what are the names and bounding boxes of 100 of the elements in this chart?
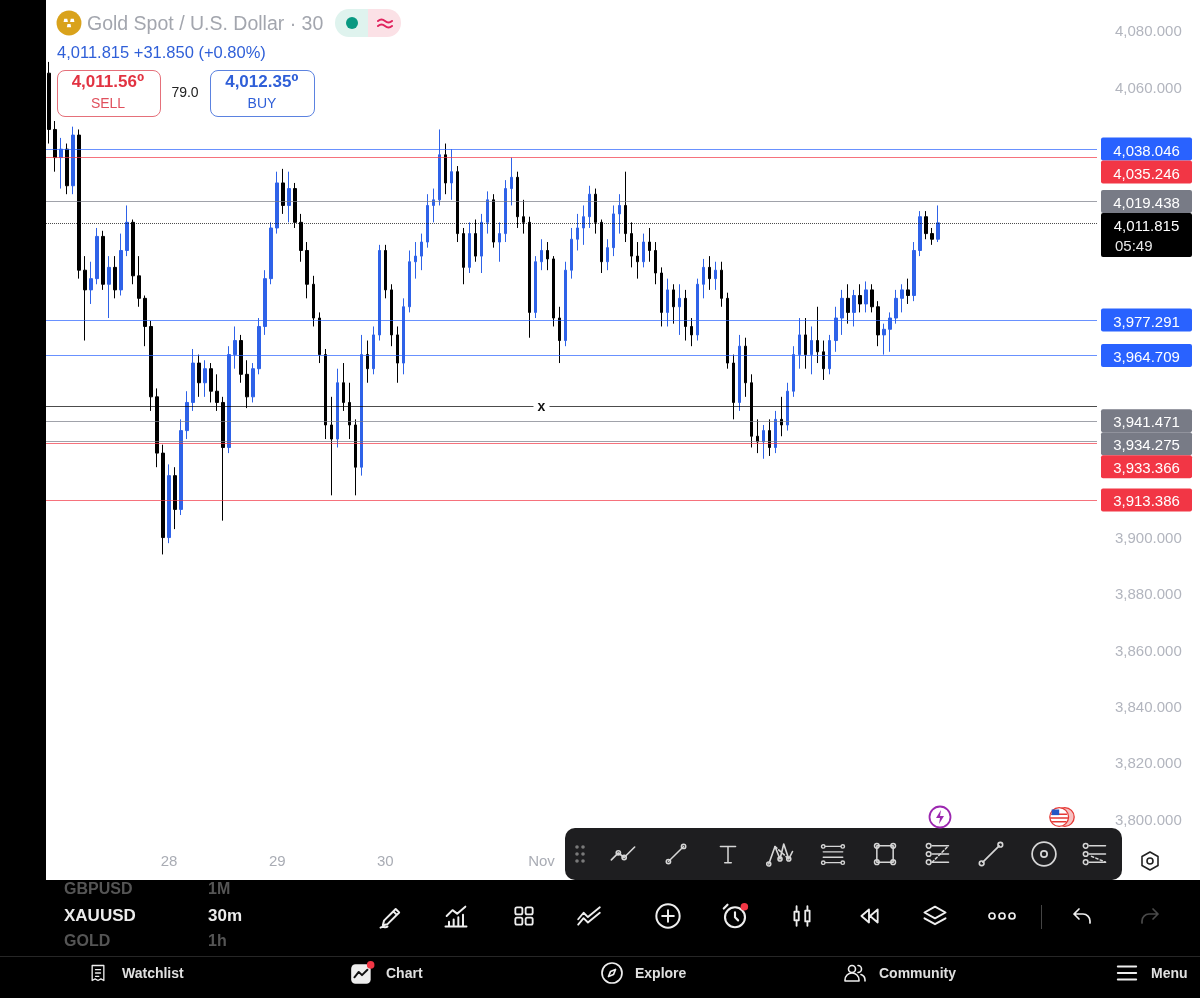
x-tick-label: 29 [268, 852, 286, 869]
y-tick-label: 3,900.000 [1115, 529, 1182, 547]
candlestick [798, 317, 801, 370]
candlestick [408, 249, 411, 313]
candlestick [858, 283, 862, 313]
candlestick [281, 168, 285, 215]
text: Chart [386, 964, 423, 982]
candlestick [588, 185, 591, 229]
candlestick [336, 368, 339, 448]
ref-line-label: 4,011.815 [1113, 216, 1180, 234]
annotation: SELL [90, 94, 126, 112]
candlestick [882, 323, 886, 356]
candlestick [480, 213, 483, 274]
candlestick [768, 418, 771, 457]
candlestick [462, 227, 465, 285]
ref-line-label: 3,964.709 [1113, 347, 1180, 365]
candlestick [65, 143, 69, 195]
candlestick [786, 382, 789, 432]
text: Community [879, 964, 956, 982]
candlestick [318, 311, 321, 364]
candlestick [53, 120, 57, 173]
y-tick-label: 3,840.000 [1115, 697, 1182, 715]
candlestick [606, 238, 609, 271]
candlestick [762, 424, 765, 460]
annotation: 4,011.56⁰ [71, 71, 145, 93]
y-tick-label: 3,800.000 [1115, 810, 1182, 828]
candlestick [95, 227, 99, 285]
y-tick-label: 4,080.000 [1115, 22, 1182, 40]
candlestick [720, 261, 723, 308]
candlestick [834, 306, 838, 353]
text: 30m [208, 905, 243, 927]
candlestick [774, 410, 777, 454]
ref-line-label: 3,934.275 [1113, 436, 1180, 454]
y-tick-label: 3,880.000 [1115, 585, 1182, 603]
candlestick [906, 278, 910, 305]
candlestick [504, 179, 507, 243]
candlestick [125, 204, 129, 257]
candlestick [540, 238, 543, 271]
candlestick [366, 340, 369, 384]
candlestick [846, 283, 850, 325]
candlestick [305, 241, 309, 299]
candlestick [498, 221, 501, 263]
x-tick-label: 30 [376, 852, 394, 869]
candlestick [696, 278, 699, 342]
candlestick [71, 126, 75, 195]
candlestick [642, 233, 645, 268]
candlestick [113, 255, 117, 299]
candlestick [738, 334, 741, 412]
candlestick [191, 348, 195, 412]
text: Watchlist [122, 964, 184, 982]
candlestick [534, 255, 537, 319]
text: GOLD [64, 931, 111, 951]
candlestick [444, 143, 447, 195]
candlestick [89, 261, 93, 305]
text: Menu [1151, 964, 1188, 982]
ref-line-label: 3,933.366 [1113, 459, 1180, 477]
candlestick [564, 261, 567, 347]
text: 1h [208, 931, 227, 951]
candlestick [612, 204, 615, 257]
candlestick [840, 289, 844, 336]
candlestick [203, 359, 207, 398]
annotation: BUY [247, 94, 277, 112]
candlestick [233, 325, 237, 370]
candlestick [864, 280, 868, 313]
candlestick [744, 337, 747, 398]
candlestick [167, 463, 171, 544]
candlestick [402, 297, 405, 375]
candlestick [702, 258, 705, 299]
candlestick [852, 289, 856, 327]
candlestick [654, 241, 657, 285]
annotation: 4,012.35⁰ [225, 71, 299, 93]
candlestick [708, 255, 711, 291]
x-tick-label: Nov [528, 852, 556, 869]
candlestick [209, 362, 213, 403]
text: 05:49 [1115, 236, 1153, 254]
candlestick [690, 317, 693, 347]
annotation: x [537, 398, 546, 415]
candlestick [143, 295, 147, 347]
candlestick [918, 210, 922, 257]
text: XAUUSD [64, 905, 136, 927]
candlestick [582, 204, 585, 246]
candlestick [185, 390, 189, 440]
candlestick [810, 325, 813, 375]
candlestick [396, 325, 399, 384]
candlestick [420, 233, 423, 271]
candlestick [239, 334, 243, 384]
candlestick [756, 418, 759, 454]
candlestick [894, 289, 898, 325]
candlestick [684, 289, 687, 342]
text: 4,011.815 +31.850 (+0.80%) [57, 43, 266, 63]
ref-line-label: 3,941.471 [1113, 413, 1180, 431]
candlestick [714, 261, 717, 291]
ref-line-label: 3,977.291 [1113, 312, 1180, 330]
candlestick [660, 266, 663, 327]
ref-line-label: 3,913.386 [1113, 492, 1180, 510]
candlestick [828, 334, 831, 375]
candlestick [197, 354, 201, 398]
candlestick [870, 283, 874, 313]
candlestick [137, 255, 141, 308]
y-tick-label: 3,860.000 [1115, 641, 1182, 659]
